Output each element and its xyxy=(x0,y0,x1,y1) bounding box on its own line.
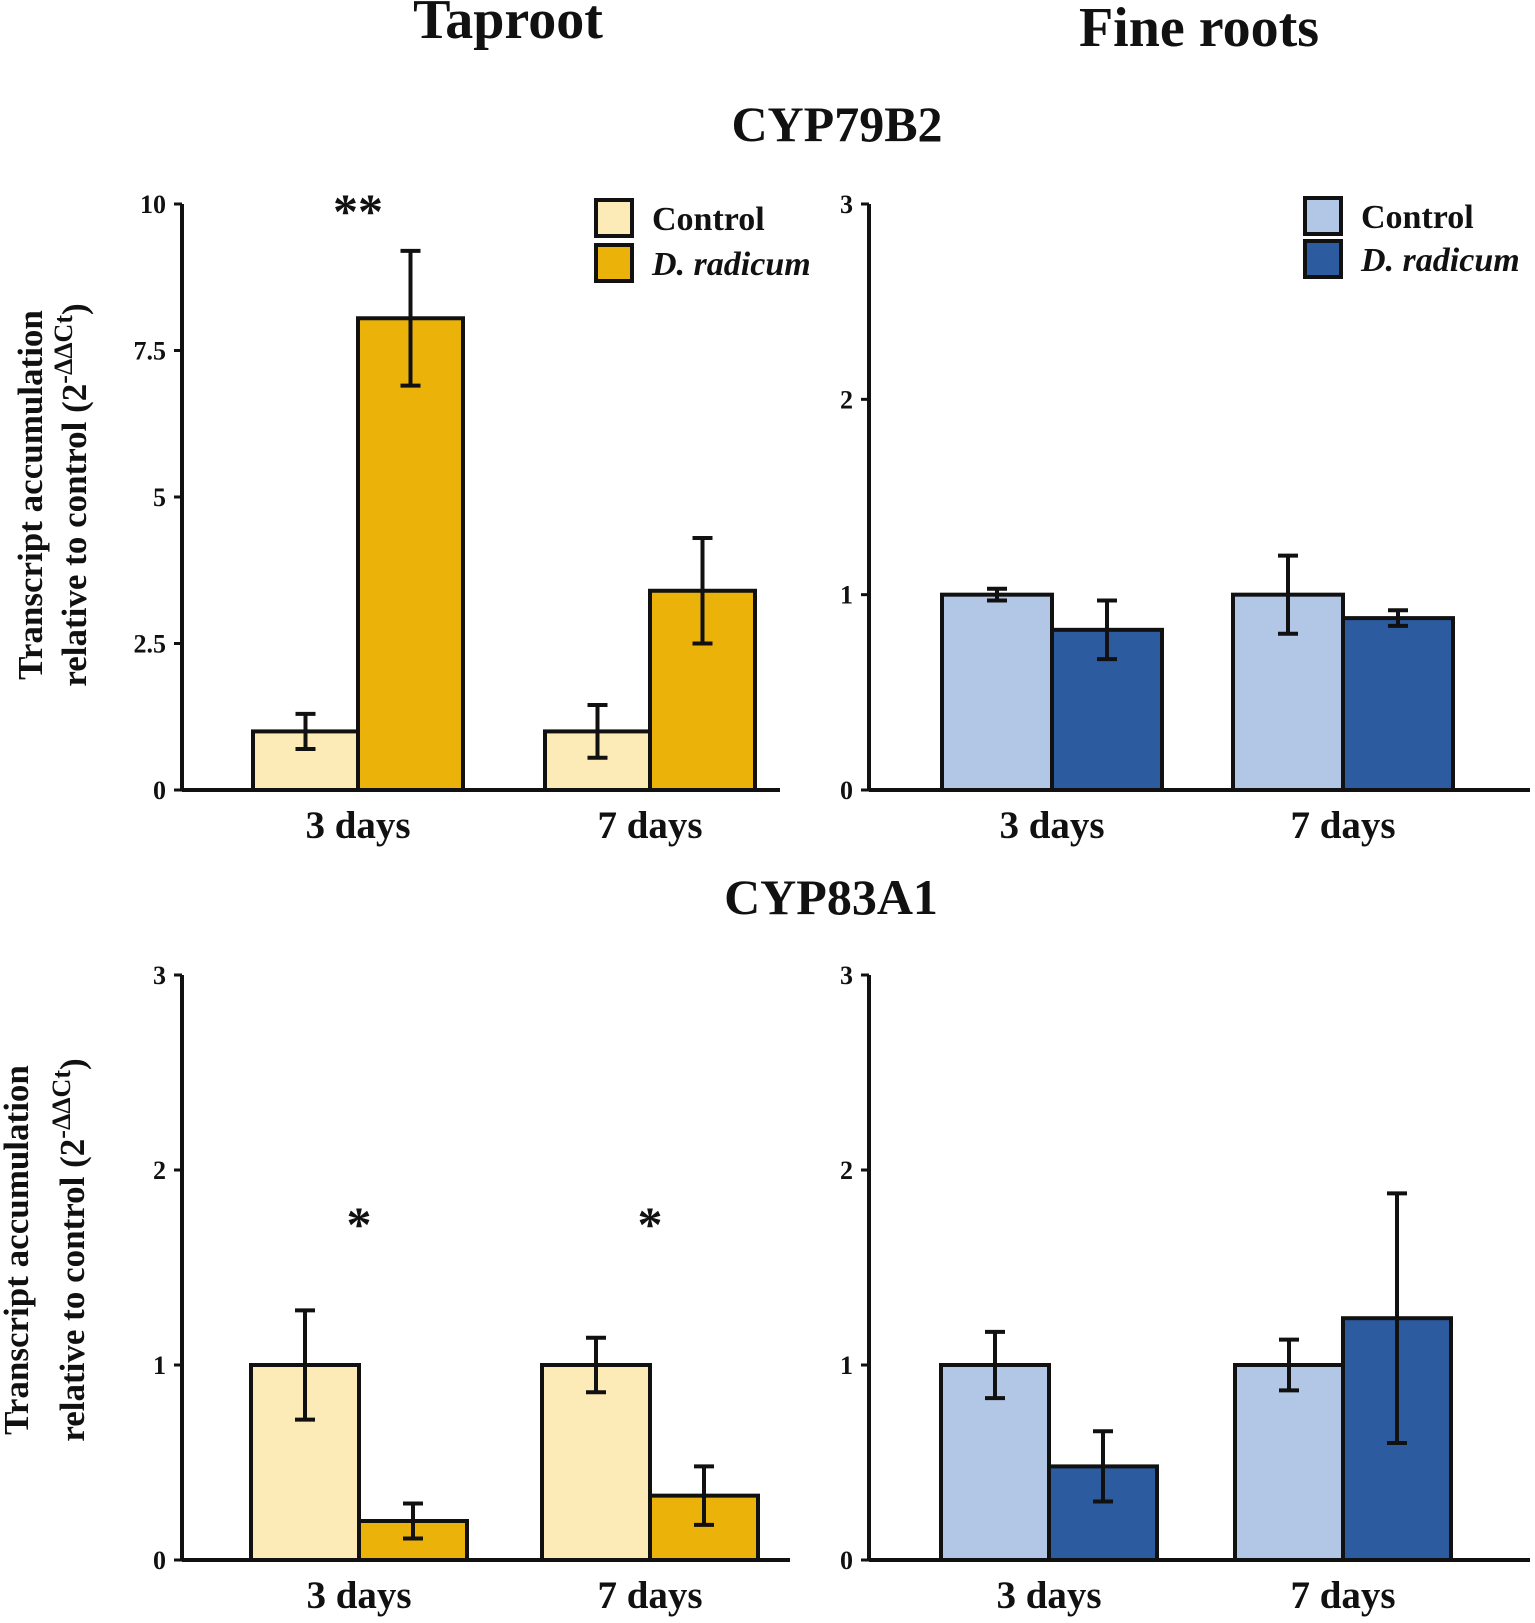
error-bar-7-days-control xyxy=(586,1335,606,1395)
y-tick-label: 0 xyxy=(153,776,166,805)
error-bar-7-days-d-radicum xyxy=(1387,1191,1407,1445)
error-bar-3-days-d-radicum xyxy=(1097,598,1117,662)
significance-mark: ** xyxy=(333,183,383,239)
legend-swatch-control xyxy=(594,198,634,238)
error-bar-7-days-control xyxy=(587,703,608,760)
chart-cyp83a1-taproot: 0 1 2 3 3 days 7 days * * xyxy=(153,961,790,1617)
y-axis-label-line1: Transcript accumulation xyxy=(11,310,50,680)
header-taproot: Taproot xyxy=(413,0,603,51)
error-bar-7-days-control xyxy=(1278,553,1298,636)
bar-3-days-d-radicum xyxy=(356,316,465,792)
y-tick-label: 1 xyxy=(840,581,853,610)
y-axis-label-line1: Transcript accumulation xyxy=(0,1065,36,1435)
error-bar-7-days-d-radicum xyxy=(1388,608,1408,628)
y-axis-label-bottom: Transcript accumulation relative to cont… xyxy=(0,1058,92,1441)
error-bar-3-days-d-radicum xyxy=(403,1501,423,1541)
y-tick-label: 3 xyxy=(840,961,853,990)
category-label: 3 days xyxy=(306,1574,411,1617)
y-axis-label-top: Transcript accumulation relative to cont… xyxy=(11,303,94,686)
error-bar-3-days-d-radicum xyxy=(1093,1429,1113,1504)
legend-label-control: Control xyxy=(652,201,765,238)
y-tick-label: 2.5 xyxy=(134,630,167,659)
category-label: 3 days xyxy=(999,804,1104,847)
significance-mark: * xyxy=(638,1196,663,1252)
y-tick-label: 2 xyxy=(840,385,853,414)
y-axis-label-line2: relative to control (2-ΔΔCt) xyxy=(47,1058,92,1441)
y-tick-label: 0 xyxy=(153,1546,166,1575)
y-tick-label: 1 xyxy=(840,1351,853,1380)
y-tick-label: 3 xyxy=(840,190,853,219)
gene-title-cyp79b2: CYP79B2 xyxy=(731,96,942,152)
legend-label-control: Control xyxy=(1361,199,1474,236)
legend-swatch-d-radicum xyxy=(1303,239,1343,279)
error-bar-3-days-control xyxy=(295,1308,315,1422)
error-bar-7-days-control xyxy=(1279,1337,1299,1393)
y-tick-label: 10 xyxy=(140,190,166,219)
legend-label-d-radicum: D. radicum xyxy=(651,246,811,283)
y-tick-label: 0 xyxy=(840,1546,853,1575)
bar-7-days-d-radicum xyxy=(1341,616,1455,793)
chart-cyp79b2-taproot: 0 2.5 5 7.5 10 3 days 7 days ** Control D. radicu… xyxy=(134,183,811,847)
category-label: 7 days xyxy=(597,804,702,847)
y-tick-label: 7.5 xyxy=(134,337,167,366)
significance-mark: * xyxy=(347,1196,372,1252)
error-bar-7-days-d-radicum xyxy=(694,1464,714,1527)
chart-cyp79b2-fine-roots: 0 1 2 3 3 days 7 days Control D. radicum xyxy=(840,190,1530,847)
legend: Control D. radicum xyxy=(594,198,811,283)
error-bar-3-days-d-radicum xyxy=(400,248,421,388)
chart-cyp83a1-fine-roots: 0 1 2 3 3 days 7 days xyxy=(840,961,1530,1617)
bar-7-days-control xyxy=(1233,1363,1345,1562)
y-tick-label: 2 xyxy=(153,1156,166,1185)
legend-swatch-control xyxy=(1303,196,1343,236)
bar-3-days-control xyxy=(940,592,1054,793)
y-tick-label: 0 xyxy=(840,776,853,805)
category-label: 3 days xyxy=(305,804,410,847)
y-tick-label: 3 xyxy=(153,961,166,990)
y-axis-label-line2: relative to control (2-ΔΔCt) xyxy=(49,303,94,686)
y-tick-label: 1 xyxy=(153,1351,166,1380)
error-bar-3-days-control xyxy=(987,586,1007,603)
category-label: 3 days xyxy=(996,1574,1101,1617)
legend-swatch-d-radicum xyxy=(594,243,634,283)
category-label: 7 days xyxy=(1290,1574,1395,1617)
category-label: 7 days xyxy=(1290,804,1395,847)
error-bar-7-days-d-radicum xyxy=(692,536,713,646)
category-label: 7 days xyxy=(597,1574,702,1617)
error-bar-3-days-control xyxy=(985,1329,1005,1401)
legend-label-d-radicum: D. radicum xyxy=(1360,242,1520,279)
error-bar-3-days-control xyxy=(295,711,316,751)
y-tick-label: 5 xyxy=(153,483,166,512)
y-tick-label: 2 xyxy=(840,1156,853,1185)
header-fine-roots: Fine roots xyxy=(1079,0,1319,59)
gene-title-cyp83a1: CYP83A1 xyxy=(724,869,938,925)
legend: Control D. radicum xyxy=(1303,196,1520,279)
